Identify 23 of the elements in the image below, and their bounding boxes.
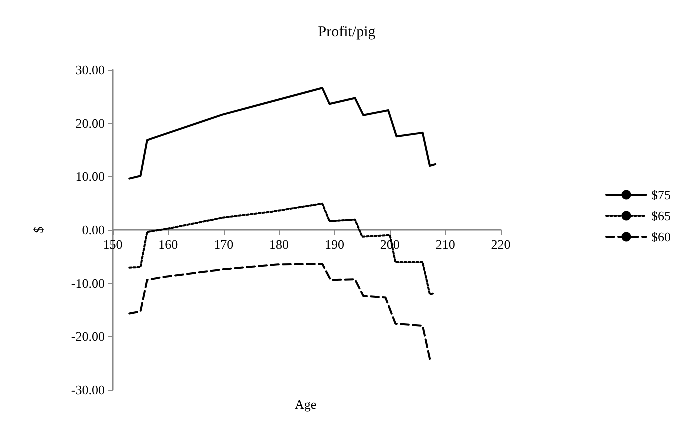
x-tick-label: 160 — [158, 237, 178, 252]
y-tick-label: -20.00 — [71, 329, 105, 344]
x-tick-label: 180 — [270, 237, 290, 252]
legend-label: $75 — [652, 188, 671, 202]
x-tick-label: 190 — [324, 237, 344, 252]
y-tick-label: -10.00 — [71, 276, 105, 291]
y-tick-label: 20.00 — [76, 116, 105, 131]
legend-label: $65 — [652, 208, 671, 224]
x-tick-label: 220 — [491, 237, 511, 252]
x-axis-title: Age — [295, 397, 317, 412]
x-tick-label: 170 — [214, 237, 234, 252]
line-series — [128, 263, 432, 360]
y-tick-label: 0.00 — [82, 222, 105, 238]
line-series — [128, 202, 436, 296]
chart-title: Profit/pig — [318, 24, 376, 40]
legend-label: $60 — [652, 230, 671, 244]
x-tick-label: 150 — [103, 237, 123, 252]
y-tick-label: -30.00 — [71, 382, 105, 398]
y-tick-label: 10.00 — [76, 169, 105, 184]
x-tick-label: 210 — [436, 237, 456, 252]
line-series — [128, 87, 437, 180]
y-axis-title: $ — [31, 226, 46, 234]
y-tick-label: 30.00 — [76, 62, 105, 78]
